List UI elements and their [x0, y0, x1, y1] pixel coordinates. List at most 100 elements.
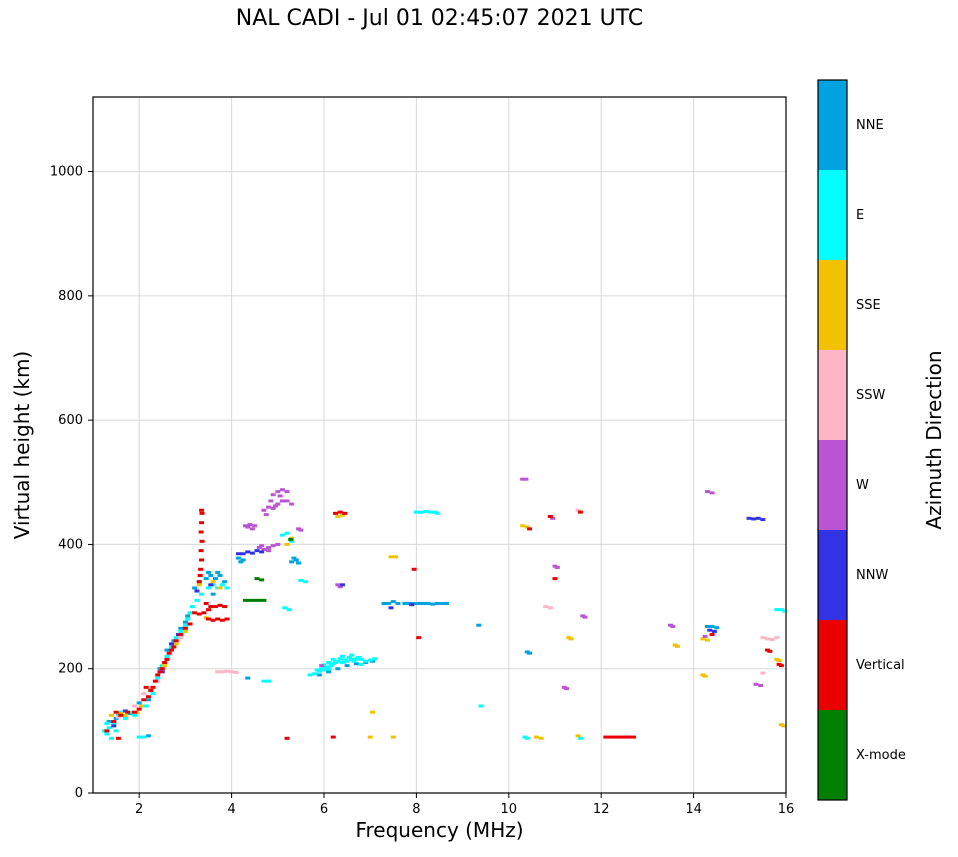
x-tick-label: 4	[227, 802, 235, 817]
echo-point	[411, 567, 417, 571]
echo-point	[201, 611, 207, 615]
echo-point	[249, 527, 255, 531]
echo-point	[136, 735, 142, 739]
colorbar-label-nne: NNE	[856, 118, 884, 133]
echo-point	[312, 672, 318, 676]
series-sse	[108, 513, 787, 740]
series-vertical	[104, 508, 784, 740]
echo-point	[259, 544, 265, 548]
echo-point	[169, 642, 175, 646]
echo-point	[288, 537, 294, 541]
echo-point	[337, 510, 343, 514]
echo-point	[104, 732, 110, 736]
plot-frame	[92, 96, 787, 794]
echo-point	[298, 578, 304, 582]
echo-point	[275, 490, 281, 494]
echo-point	[162, 664, 168, 668]
echo-point	[289, 502, 295, 506]
echo-point	[254, 577, 260, 581]
echo-point	[298, 528, 304, 532]
echo-point	[349, 657, 355, 661]
echo-point	[358, 657, 364, 661]
echo-point	[199, 508, 205, 512]
echo-point	[386, 601, 392, 605]
echo-point	[266, 549, 272, 553]
echo-point	[136, 707, 142, 711]
echo-point	[245, 550, 251, 554]
echo-point	[390, 735, 396, 739]
echo-point	[439, 601, 445, 605]
echo-point	[356, 656, 362, 660]
x-tick-label: 8	[412, 802, 420, 817]
echo-point	[316, 673, 322, 677]
echo-point	[212, 577, 218, 581]
echo-point	[178, 629, 184, 633]
echo-point	[769, 638, 775, 642]
echo-point	[402, 601, 408, 605]
echo-point	[321, 668, 327, 672]
echo-point	[141, 692, 147, 696]
echo-point	[552, 577, 558, 581]
echo-point	[755, 516, 761, 520]
echo-point	[275, 502, 281, 506]
x-axis-label: Frequency (MHz)	[355, 818, 524, 842]
x-tick-label: 10	[501, 802, 518, 817]
echo-point	[164, 657, 170, 661]
echo-point	[185, 617, 191, 621]
echo-point	[261, 679, 267, 683]
echo-point	[194, 598, 200, 602]
echo-point	[268, 499, 274, 503]
y-tick-label: 400	[58, 537, 83, 552]
echo-point	[303, 580, 309, 584]
echo-point	[420, 601, 426, 605]
echo-point	[275, 542, 281, 546]
echo-point	[150, 685, 156, 689]
colorbar-segment-w	[818, 440, 847, 530]
echo-point	[247, 598, 253, 602]
echo-point	[171, 645, 177, 649]
echo-point	[259, 578, 265, 582]
colorbar-segment-sse	[818, 260, 847, 350]
echo-point	[254, 549, 260, 553]
colorbar-label-x-mode: X-mode	[856, 748, 906, 763]
echo-point	[210, 618, 216, 622]
echo-point	[106, 726, 112, 730]
echo-point	[353, 662, 359, 666]
echo-point	[178, 636, 184, 640]
echo-point	[270, 506, 276, 510]
echo-point	[199, 592, 205, 596]
echo-point	[199, 558, 205, 562]
colorbar-segment-e	[818, 170, 847, 260]
echo-point	[430, 602, 436, 606]
echo-point	[219, 583, 225, 587]
series-nnw	[111, 516, 766, 728]
echo-point	[330, 657, 336, 661]
echo-point	[166, 651, 172, 655]
echo-point	[178, 626, 184, 630]
echo-point	[219, 618, 225, 622]
echo-point	[122, 713, 128, 717]
echo-point	[132, 710, 138, 714]
echo-point	[753, 682, 759, 686]
echo-point	[199, 521, 205, 525]
echo-point	[326, 667, 332, 671]
echo-point	[279, 488, 285, 492]
echo-point	[162, 661, 168, 664]
echo-point	[316, 669, 322, 673]
echo-point	[434, 601, 440, 605]
echo-point	[139, 704, 145, 708]
echo-point	[159, 667, 165, 671]
echo-point	[256, 546, 262, 550]
echo-point	[346, 656, 352, 660]
y-tick-label: 600	[58, 413, 83, 428]
echo-point	[270, 544, 276, 548]
echo-point	[765, 637, 771, 641]
echo-point	[418, 510, 424, 514]
echo-point	[247, 523, 253, 527]
echo-point	[520, 477, 526, 481]
y-tick-label: 0	[75, 786, 83, 801]
series-x-mode	[242, 537, 294, 602]
echo-point	[217, 574, 223, 577]
echo-point	[219, 670, 225, 674]
echo-point	[196, 583, 202, 587]
